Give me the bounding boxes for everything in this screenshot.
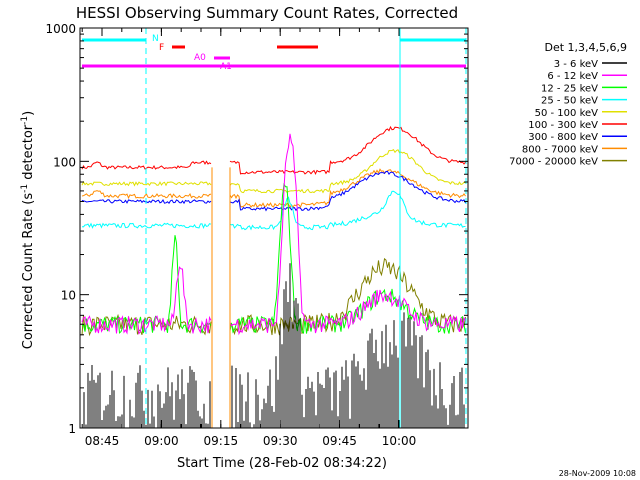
series-line xyxy=(81,180,212,187)
legend-label: 300 - 800 keV xyxy=(528,132,598,143)
legend-label: 800 - 7000 keV xyxy=(522,144,598,155)
y-axis: 1 10 100 1000 xyxy=(45,22,468,436)
y-axis-label-sup1: -1 xyxy=(20,184,30,193)
y-axis-label-sup2: -1 xyxy=(20,116,30,125)
legend-title: Det 1,3,4,5,6,9 xyxy=(544,41,627,54)
series-line xyxy=(81,222,212,230)
y-tick-label: 100 xyxy=(53,155,76,169)
y-tick-label: 1 xyxy=(68,422,76,436)
timestamp: 28-Nov-2009 10:08 xyxy=(559,469,636,478)
x-axis-label: Start Time (28-Feb-02 08:34:22) xyxy=(177,456,387,471)
flag-label: A1 xyxy=(220,62,232,72)
flag-label: F xyxy=(159,43,164,53)
series-line xyxy=(229,149,466,194)
chart-title: HESSI Observing Summary Count Rates, Cor… xyxy=(76,4,458,22)
legend-label: 100 - 300 keV xyxy=(528,120,598,131)
x-axis: 08:45 09:00 09:15 09:30 09:45 10:00 xyxy=(81,28,417,448)
y-axis-label-main: Corrected Count Rate (s xyxy=(21,193,36,350)
plot-area: NF A0 A1 xyxy=(81,28,467,428)
x-tick-label: 10:00 xyxy=(382,434,417,448)
y-axis-label-mid: detector xyxy=(21,124,36,184)
x-tick-label: 09:15 xyxy=(204,434,239,448)
plot-frame xyxy=(79,27,469,429)
legend-label: 12 - 25 keV xyxy=(541,83,598,94)
legend-label: 6 - 12 keV xyxy=(547,71,598,82)
legend-label: 7000 - 20000 keV xyxy=(509,157,598,168)
series-line xyxy=(229,125,466,175)
flag-label: N xyxy=(152,34,159,44)
legend-label: 3 - 6 keV xyxy=(554,59,598,70)
series-line-3-6kev xyxy=(83,263,465,428)
x-tick-label: 09:00 xyxy=(144,434,179,448)
series-line xyxy=(229,133,466,336)
y-axis-label-end: ) xyxy=(21,111,36,116)
series-line xyxy=(229,170,466,212)
series-line xyxy=(81,190,212,200)
series-line xyxy=(229,190,466,231)
x-tick-label: 08:45 xyxy=(85,434,120,448)
y-tick-label: 10 xyxy=(61,289,76,303)
legend-label: 50 - 100 keV xyxy=(535,108,599,119)
legend-label: 25 - 50 keV xyxy=(541,96,598,107)
series-line xyxy=(229,182,466,334)
flag-label: A0 xyxy=(194,53,206,63)
y-tick-label: 1000 xyxy=(45,22,76,36)
y-axis-label: Corrected Count Rate (s-1 detector-1) xyxy=(20,111,36,349)
series-line xyxy=(229,168,466,209)
x-tick-label: 09:45 xyxy=(322,434,357,448)
x-tick-label: 09:30 xyxy=(263,434,298,448)
